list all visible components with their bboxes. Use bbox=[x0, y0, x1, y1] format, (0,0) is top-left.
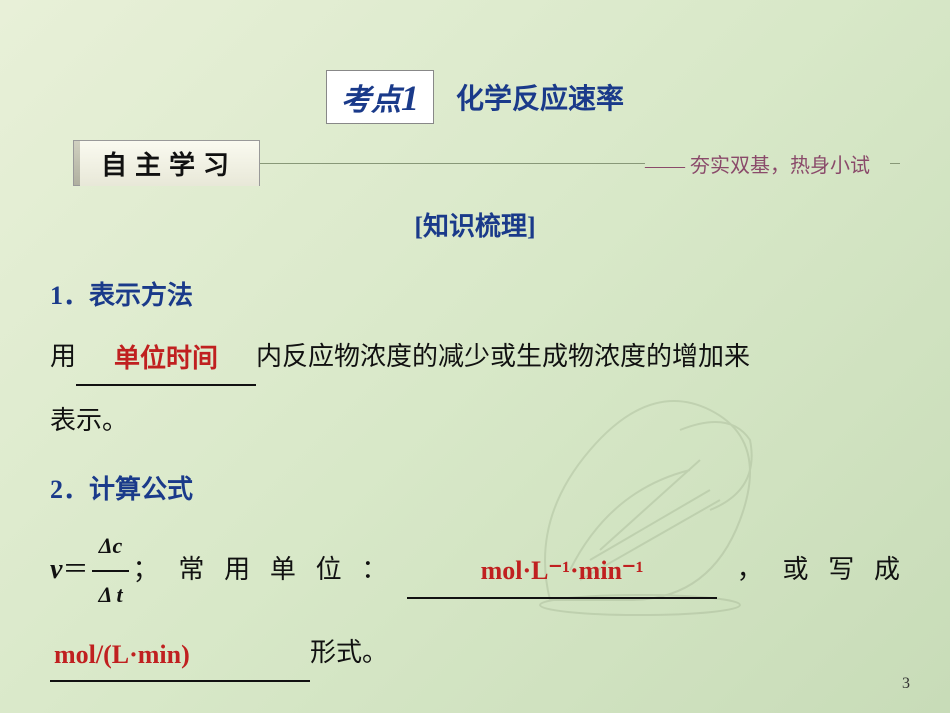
comma: ， bbox=[737, 543, 763, 598]
blank-2: mol·L⁻¹·min⁻¹ bbox=[407, 542, 717, 599]
banner-subtitle: 夯实双基，热身小试 bbox=[645, 149, 870, 178]
formula-line: v ＝ Δc Δ t ； 常 用 单 位 ： mol·L⁻¹·min⁻¹ ， 或… bbox=[50, 523, 900, 617]
blank-1: 单位时间 bbox=[76, 330, 256, 387]
or2: 写 bbox=[828, 543, 854, 598]
s2-heading: 计算公式 bbox=[89, 475, 193, 504]
fill-2: mol·L⁻¹·min⁻¹ bbox=[481, 556, 644, 585]
or1: 或 bbox=[783, 543, 809, 598]
blank-3: mol/(L·min) bbox=[50, 626, 310, 683]
banner-divider-right bbox=[890, 163, 900, 164]
header: 考点1 化学反应速率 bbox=[50, 70, 900, 124]
formula-left: v ＝ Δc Δ t ； bbox=[50, 523, 159, 617]
s1-pre: 用 bbox=[50, 342, 76, 371]
w1: 常 bbox=[178, 543, 204, 598]
page-title: 化学反应速率 bbox=[456, 84, 624, 115]
topic-badge: 考点1 bbox=[326, 70, 434, 124]
formula-line2: mol/(L·min) 形式。 bbox=[50, 626, 900, 683]
badge-number: 1 bbox=[401, 78, 419, 118]
s1-num: 1． bbox=[50, 281, 89, 310]
s1-line2: 表示。 bbox=[50, 394, 900, 449]
semicolon: ； bbox=[133, 543, 159, 598]
frac-denominator: Δ t bbox=[92, 572, 128, 618]
w4: 位 bbox=[316, 543, 342, 598]
section-title: [知识梳理] bbox=[50, 206, 900, 243]
banner-tab: 自主学习 bbox=[78, 140, 260, 186]
eq-sign: ＝ bbox=[62, 543, 88, 598]
var-v: v bbox=[50, 541, 62, 600]
banner: 自主学习 夯实双基，热身小试 bbox=[50, 144, 900, 182]
fraction: Δc Δ t bbox=[92, 523, 128, 617]
badge-text: 考点 bbox=[341, 84, 401, 117]
or3: 成 bbox=[874, 543, 900, 598]
s2-num: 2． bbox=[50, 475, 89, 504]
s2-post: 形式。 bbox=[310, 638, 388, 667]
s1-line1: 用 单位时间 内反应物浓度的减少或生成物浓度的增加来 bbox=[50, 330, 900, 387]
w2: 用 bbox=[224, 543, 250, 598]
content-body: 1．表示方法 用 单位时间 内反应物浓度的减少或生成物浓度的增加来 表示。 2．计算… bbox=[50, 269, 900, 682]
s1-heading: 表示方法 bbox=[89, 281, 193, 310]
fill-3: mol/(L·min) bbox=[54, 640, 190, 669]
section-1-heading: 1．表示方法 bbox=[50, 269, 900, 324]
fill-1: 单位时间 bbox=[114, 344, 218, 373]
section-2-heading: 2．计算公式 bbox=[50, 463, 900, 518]
frac-numerator: Δc bbox=[92, 523, 128, 571]
s1-post1: 内反应物浓度的减少或生成物浓度的增加来 bbox=[256, 342, 750, 371]
w5: ： bbox=[361, 543, 387, 598]
banner-divider-left bbox=[260, 163, 645, 164]
w3: 单 bbox=[270, 543, 296, 598]
